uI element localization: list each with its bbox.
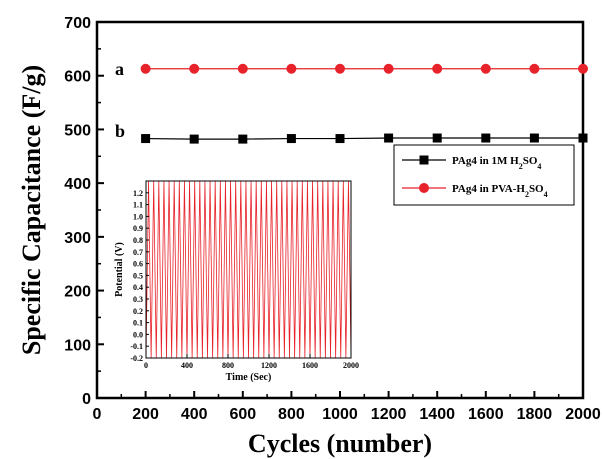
inset-y-tick-label: 0.8 xyxy=(133,236,143,245)
inset-frame xyxy=(145,180,352,359)
x-tick-label: 1400 xyxy=(419,406,455,423)
y-tick-label: 100 xyxy=(64,337,91,354)
inset-y-tick-label: 0.0 xyxy=(133,330,143,339)
inset-y-tick-label: 0.4 xyxy=(133,283,143,292)
inset-y-tick-label: 0.2 xyxy=(133,307,143,316)
data-point xyxy=(237,63,248,74)
data-point xyxy=(432,133,442,143)
data-point xyxy=(238,134,248,144)
data-point xyxy=(578,133,588,143)
data-point xyxy=(480,63,491,74)
legend-marker xyxy=(419,183,429,193)
inset-x-tick-label: 0 xyxy=(144,361,148,370)
inset-frame-border xyxy=(145,180,352,359)
inset-y-tick-label: 0.5 xyxy=(133,271,143,280)
x-tick-label: 1600 xyxy=(468,406,504,423)
inset-x-tick-label: 400 xyxy=(181,361,193,370)
inset-y-tick-label: 0.7 xyxy=(133,248,143,257)
inset-x-tick-label: 800 xyxy=(222,361,234,370)
data-point xyxy=(140,63,151,74)
y-axis-title: Specific Capacitance (F/g) xyxy=(17,65,46,355)
legend-marker xyxy=(419,155,429,165)
inset-y-title: Potential (V) xyxy=(114,242,125,297)
legend-box xyxy=(393,144,575,206)
data-point xyxy=(529,63,540,74)
y-tick-label: 200 xyxy=(64,284,91,301)
inset-y-tick-label: 1.0 xyxy=(133,212,143,221)
y-tick-label: 400 xyxy=(64,176,91,193)
x-tick-label: 1200 xyxy=(371,406,407,423)
inset-x-title: Time (Sec) xyxy=(226,372,272,383)
series-annotation: b xyxy=(115,121,125,141)
inset-y-tick-label: 0.3 xyxy=(133,295,143,304)
inset-y-tick-label: -0.2 xyxy=(130,354,143,363)
y-tick-label: 600 xyxy=(64,69,91,86)
y-tick-label: 0 xyxy=(82,391,91,408)
x-tick-label: 200 xyxy=(132,406,159,423)
data-point xyxy=(286,134,296,144)
data-point xyxy=(335,63,345,74)
series-annotation: a xyxy=(115,59,124,79)
data-point xyxy=(189,63,200,74)
x-tick-label: 0 xyxy=(93,406,102,423)
inset-x-tick-label: 1200 xyxy=(261,361,277,370)
inset-y-tick-label: -0.1 xyxy=(130,342,143,351)
x-axis-title: Cycles (number) xyxy=(248,429,432,458)
x-tick-label: 400 xyxy=(181,406,208,423)
data-point xyxy=(481,133,491,143)
inset-waveform xyxy=(146,181,351,358)
inset-y-tick-label: 0.6 xyxy=(133,260,143,269)
inset-y-tick-label: 1.1 xyxy=(133,201,143,210)
inset-x-tick-label: 2000 xyxy=(343,361,359,370)
data-point xyxy=(286,63,297,74)
inset-y-tick-label: 0.1 xyxy=(133,319,143,328)
data-point xyxy=(432,63,443,74)
inset-y-tick-label: 1.2 xyxy=(133,189,143,198)
data-point xyxy=(578,63,588,74)
legend-label: PAg4 in 1M H2SO4 xyxy=(452,155,541,171)
x-tick-label: 1800 xyxy=(517,406,553,423)
x-tick-label: 800 xyxy=(278,406,305,423)
inset-y-tick-label: 0.9 xyxy=(133,224,143,233)
data-point xyxy=(383,63,394,74)
data-point xyxy=(141,134,151,144)
series-line xyxy=(145,137,583,140)
data-point xyxy=(384,133,394,143)
y-tick-label: 500 xyxy=(64,122,91,139)
data-point xyxy=(335,134,345,144)
inset-x-tick-label: 1600 xyxy=(302,361,318,370)
y-tick-label: 300 xyxy=(64,230,91,247)
x-tick-label: 1000 xyxy=(322,406,358,423)
x-tick-label: 600 xyxy=(229,406,256,423)
y-tick-label: 700 xyxy=(64,15,91,32)
legend-label: PAg4 in PVA-H2SO4 xyxy=(452,183,548,199)
data-point xyxy=(189,134,199,144)
x-tick-label: 2000 xyxy=(565,406,601,423)
data-point xyxy=(529,133,539,143)
